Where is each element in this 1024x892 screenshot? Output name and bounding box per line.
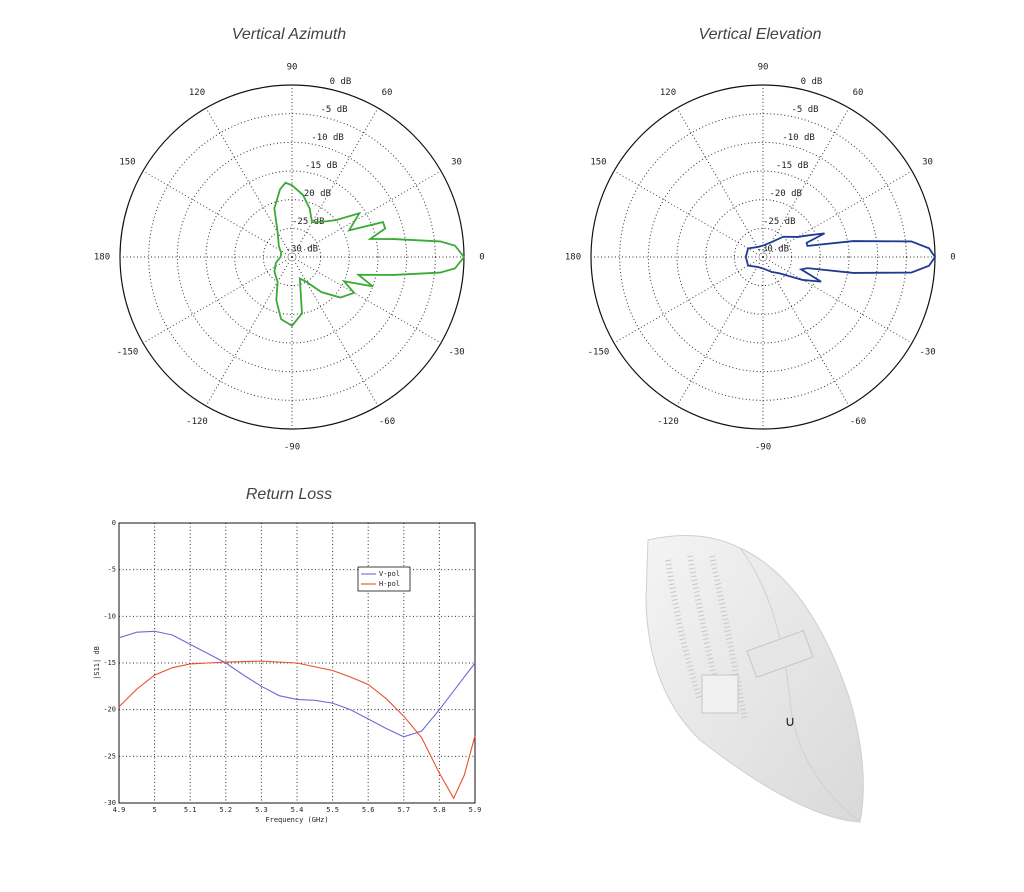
y-axis-label: |S11| dB (93, 646, 101, 680)
r-tick-label: 0 dB (801, 77, 823, 87)
r-tick-label: -20 dB (298, 189, 331, 199)
grid-spoke (676, 256, 764, 407)
chart-title: Vertical Azimuth (232, 26, 347, 43)
series-line (118, 630, 476, 738)
r-tick-label: 0 dB (330, 77, 352, 87)
grid-spoke (291, 107, 379, 258)
x-tick-label: 5.8 (433, 806, 446, 814)
r-tick-label: -15 dB (305, 161, 338, 171)
svg-text:∪: ∪ (785, 714, 795, 730)
angle-tick-label: 180 (565, 253, 581, 263)
legend-label: V-pol (379, 570, 400, 578)
r-tick-label: -10 dB (782, 133, 815, 143)
grid-ring (205, 170, 379, 344)
angle-tick-label: -120 (657, 417, 679, 427)
r-tick-label: -30 dB (286, 245, 319, 255)
y-tick-label: -10 (103, 612, 116, 620)
x-tick-label: 5.3 (255, 806, 268, 814)
grid-spoke (205, 256, 293, 407)
x-tick-label: 5.6 (362, 806, 375, 814)
angle-tick-label: -60 (850, 417, 866, 427)
r-tick-label: -10 dB (311, 133, 344, 143)
series-line (118, 660, 476, 800)
angle-tick-label: 60 (853, 88, 864, 98)
chart-title: Vertical Elevation (698, 26, 821, 43)
grid-spoke (762, 256, 850, 407)
angle-tick-label: -120 (186, 417, 208, 427)
grid-spoke (613, 170, 764, 258)
grid-spoke (762, 256, 913, 344)
chart-title: Return Loss (246, 486, 332, 503)
angle-tick-label: -150 (588, 348, 610, 358)
r-tick-label: -15 dB (776, 161, 809, 171)
angle-tick-label: 0 (950, 253, 955, 263)
grid-spoke (205, 107, 293, 258)
angle-tick-label: 90 (287, 63, 298, 73)
product-image: ∪ (645, 535, 864, 823)
x-tick-label: 5.9 (469, 806, 482, 814)
pattern-line (744, 232, 937, 283)
grid-spoke (676, 107, 764, 258)
angle-tick-label: 150 (119, 158, 135, 168)
r-tick-label: -5 dB (320, 105, 347, 115)
grid-spoke (142, 256, 293, 344)
y-tick-label: 0 (112, 519, 116, 527)
y-tick-label: -5 (108, 566, 116, 574)
angle-tick-label: 150 (590, 158, 606, 168)
grid-spoke (613, 256, 764, 344)
angle-tick-label: -60 (379, 417, 395, 427)
angle-tick-label: -90 (755, 443, 771, 453)
angle-tick-label: 120 (660, 88, 676, 98)
r-tick-label: -25 dB (292, 217, 325, 227)
r-tick-label: -25 dB (763, 217, 796, 227)
pattern-line (273, 181, 466, 327)
legend-label: H-pol (379, 580, 400, 588)
grid-spoke (291, 256, 442, 344)
grid-ring (647, 141, 879, 373)
grid-ring (176, 141, 408, 373)
grid-spoke (142, 170, 293, 258)
angle-tick-label: 30 (451, 158, 462, 168)
grid-spoke (762, 107, 850, 258)
y-tick-label: -15 (103, 659, 116, 667)
x-tick-label: 5 (152, 806, 156, 814)
angle-tick-label: 180 (94, 253, 110, 263)
angle-tick-label: 60 (382, 88, 393, 98)
angle-tick-label: -90 (284, 443, 300, 453)
grid-ring (676, 170, 850, 344)
x-tick-label: 5.4 (291, 806, 304, 814)
angle-tick-label: 120 (189, 88, 205, 98)
angle-tick-label: -30 (448, 348, 464, 358)
angle-tick-label: 30 (922, 158, 933, 168)
x-tick-label: 5.7 (397, 806, 410, 814)
y-tick-label: -20 (103, 706, 116, 714)
grid-ring (705, 199, 821, 315)
x-tick-label: 5.2 (219, 806, 232, 814)
r-tick-label: -30 dB (757, 245, 790, 255)
grid-ring (148, 113, 436, 401)
grid-ring (733, 227, 793, 287)
grid-ring (619, 113, 907, 401)
r-tick-label: -5 dB (791, 105, 818, 115)
r-tick-label: -20 dB (769, 189, 802, 199)
angle-tick-label: 90 (758, 63, 769, 73)
x-tick-label: 5.1 (184, 806, 197, 814)
angle-tick-label: -30 (919, 348, 935, 358)
grid-ring (234, 199, 350, 315)
y-tick-label: -25 (103, 752, 116, 760)
x-axis-label: Frequency (GHz) (265, 816, 328, 824)
legend-box (357, 566, 411, 592)
angle-tick-label: -150 (117, 348, 139, 358)
angle-tick-label: 0 (479, 253, 484, 263)
x-tick-label: 4.9 (113, 806, 126, 814)
x-tick-label: 5.5 (326, 806, 339, 814)
y-tick-label: -30 (103, 799, 116, 807)
